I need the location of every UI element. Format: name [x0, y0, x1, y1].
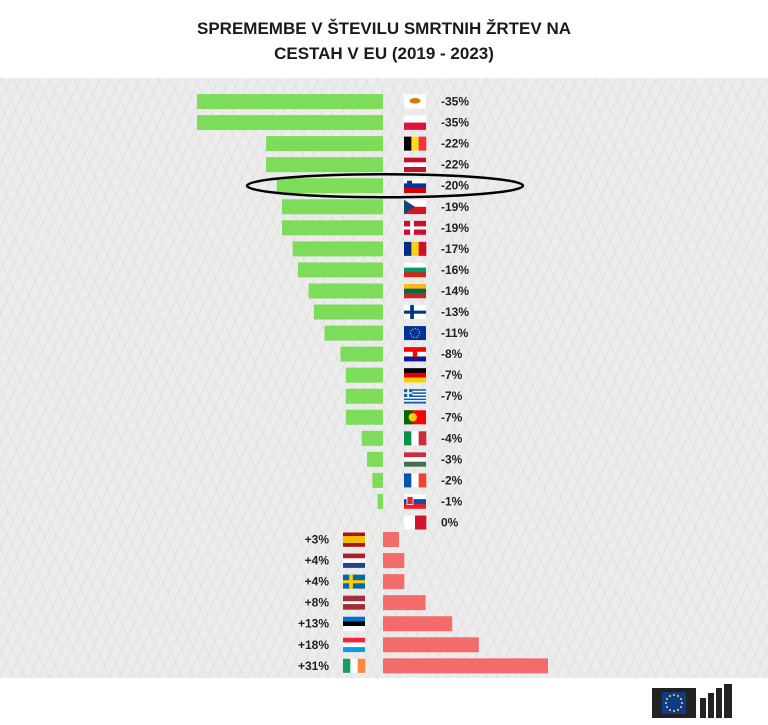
- flag-italy-icon: [404, 431, 427, 446]
- flag-slovakia-icon: [404, 494, 426, 509]
- data-label-slovakia: -1%: [441, 494, 463, 508]
- bar-decrease-poland: [197, 115, 383, 131]
- data-label-ireland: +31%: [298, 659, 329, 673]
- data-label-belgium: -22%: [441, 137, 469, 151]
- bar-decrease-slovenia: [276, 178, 383, 194]
- bar-decrease-denmark: [282, 220, 383, 236]
- flag-portugal-icon: [404, 410, 426, 425]
- chart-title: SPREMEMBE V ŠTEVILU SMRTNIH ŽRTEV NA CES…: [0, 16, 768, 66]
- flag-denmark-icon: [404, 220, 426, 235]
- flag-ireland-icon: [343, 658, 366, 673]
- data-label-sweden: +4%: [305, 575, 330, 589]
- bar-increase-sweden: [383, 574, 405, 590]
- chart-title-line2: CESTAH V EU (2019 - 2023): [274, 44, 494, 63]
- flag-estonia-icon: [343, 616, 365, 632]
- flag-lithuania-icon: [404, 283, 426, 299]
- bar-decrease-france: [372, 472, 383, 488]
- data-label-greece: -7%: [441, 389, 463, 403]
- data-label-croatia: -8%: [441, 347, 463, 361]
- flag-spain-icon: [343, 532, 365, 547]
- data-label-denmark: -19%: [441, 221, 469, 235]
- bar-increase-spain: [383, 532, 399, 548]
- flag-netherlands-icon: [343, 553, 365, 568]
- bar-decrease-czechia: [282, 199, 383, 215]
- bar-decrease-italy: [361, 430, 383, 446]
- flag-cyprus-icon: [404, 94, 426, 109]
- european-commission-logo: [652, 684, 736, 718]
- chart-title-line1: SPREMEMBE V ŠTEVILU SMRTNIH ŽRTEV NA: [196, 19, 572, 38]
- flag-malta-icon: [404, 515, 427, 530]
- flag-poland-icon: [404, 115, 426, 130]
- data-label-italy: -4%: [441, 431, 463, 445]
- data-label-germany: -7%: [441, 368, 463, 382]
- bar-decrease-belgium: [266, 136, 383, 152]
- data-label-bulgaria: -16%: [441, 263, 469, 277]
- data-label-malta: 0%: [441, 516, 459, 530]
- data-label-spain: +3%: [305, 533, 330, 547]
- flag-france-icon: [404, 473, 427, 488]
- flag-greece-icon: [404, 389, 426, 404]
- data-label-netherlands: +4%: [305, 554, 330, 568]
- flag-austria-icon: [404, 157, 426, 172]
- flag-romania-icon: [404, 241, 427, 256]
- data-label-poland: -35%: [441, 116, 469, 130]
- data-label-finland: -13%: [441, 305, 469, 319]
- bar-decrease-bulgaria: [297, 262, 383, 278]
- data-label-slovenia: -20%: [441, 179, 469, 193]
- bar-increase-luxembourg: [383, 637, 479, 653]
- data-label-latvia: +8%: [305, 596, 330, 610]
- bar-increase-ireland: [383, 658, 548, 674]
- bar-decrease-austria: [266, 157, 383, 173]
- data-label-portugal: -7%: [441, 410, 463, 424]
- data-label-eu: -11%: [441, 326, 469, 340]
- flag-hungary-icon: [404, 452, 426, 467]
- bar-increase-netherlands: [383, 553, 405, 569]
- data-label-luxembourg: +18%: [298, 638, 329, 652]
- bar-decrease-hungary: [367, 451, 383, 467]
- bar-decrease-finland: [313, 304, 383, 320]
- flag-slovenia-icon: [404, 178, 426, 194]
- bar-decrease-germany: [345, 367, 383, 383]
- data-label-france: -2%: [441, 473, 463, 487]
- bar-decrease-cyprus: [197, 94, 383, 110]
- flag-czechia-icon: [404, 199, 426, 215]
- flag-sweden-icon: [343, 574, 365, 589]
- bar-decrease-lithuania: [308, 283, 383, 299]
- flag-croatia-icon: [404, 347, 426, 362]
- bar-decrease-eu: [324, 325, 383, 341]
- flag-finland-icon: [404, 305, 426, 320]
- data-label-romania: -17%: [441, 242, 469, 256]
- flag-bulgaria-icon: [404, 262, 426, 278]
- data-label-lithuania: -14%: [441, 284, 469, 298]
- bar-increase-estonia: [383, 616, 453, 632]
- data-label-estonia: +13%: [298, 617, 329, 631]
- flag-luxembourg-icon: [343, 637, 365, 653]
- bar-decrease-slovakia: [377, 493, 383, 509]
- flag-belgium-icon: [404, 136, 427, 151]
- bar-increase-latvia: [383, 595, 426, 611]
- flag-latvia-icon: [343, 595, 365, 610]
- data-label-cyprus: -35%: [441, 95, 469, 109]
- flag-eu-icon: [404, 326, 426, 341]
- highlight-ellipse: [245, 172, 525, 199]
- bar-decrease-croatia: [340, 346, 383, 362]
- bar-decrease-portugal: [345, 409, 383, 425]
- flag-germany-icon: [404, 368, 426, 383]
- data-label-czechia: -19%: [441, 200, 469, 214]
- bar-decrease-romania: [292, 241, 383, 257]
- bar-decrease-greece: [345, 388, 383, 404]
- data-label-hungary: -3%: [441, 452, 463, 466]
- data-label-austria: -22%: [441, 158, 469, 172]
